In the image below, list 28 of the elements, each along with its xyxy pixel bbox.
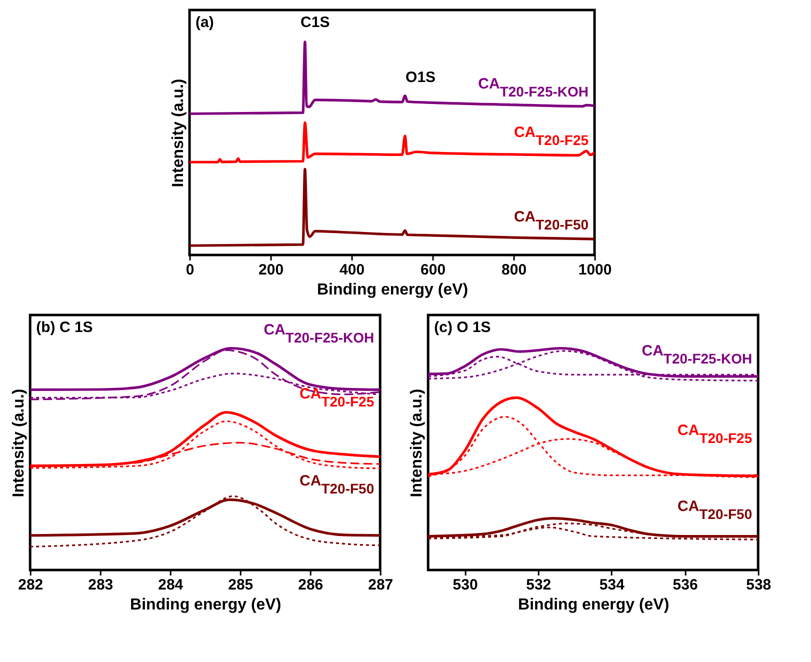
y-axis-title: Intensity (a.u.) xyxy=(408,388,426,498)
x-tick-label: 283 xyxy=(88,576,114,594)
x-axis-title: Binding energy (eV) xyxy=(130,596,282,614)
x-tick-label: 285 xyxy=(228,576,254,594)
x-tick-label: 534 xyxy=(599,576,626,594)
x-axis-title: Binding energy (eV) xyxy=(518,596,670,614)
x-tick-label: 284 xyxy=(158,576,184,594)
x-tick-label: 532 xyxy=(526,576,552,594)
x-tick-label: 286 xyxy=(298,576,324,594)
annotation: O1S xyxy=(406,69,436,86)
y-axis-title: Intensity (a.u.) xyxy=(10,388,28,498)
x-tick-label: 0 xyxy=(186,262,194,278)
x-tick-label: 400 xyxy=(340,262,365,278)
x-tick-label: 287 xyxy=(368,576,394,594)
text: (b) C 1S xyxy=(36,319,93,336)
x-tick-label: 530 xyxy=(452,576,478,594)
x-axis-title: Binding energy (eV) xyxy=(316,282,468,298)
x-tick-label: 282 xyxy=(18,576,44,594)
x-tick-label: 536 xyxy=(672,576,698,594)
x-tick-label: 538 xyxy=(746,576,772,594)
text: (a) xyxy=(196,14,214,31)
text: (c) O 1S xyxy=(434,319,491,336)
x-tick-label: 200 xyxy=(258,262,284,278)
x-tick-label: 800 xyxy=(502,262,527,278)
x-tick-label: 1000 xyxy=(578,262,612,278)
x-tick-label: 600 xyxy=(420,262,446,278)
text: C1S xyxy=(300,14,330,31)
y-axis-title: Intensity (a.u.) xyxy=(170,78,188,188)
